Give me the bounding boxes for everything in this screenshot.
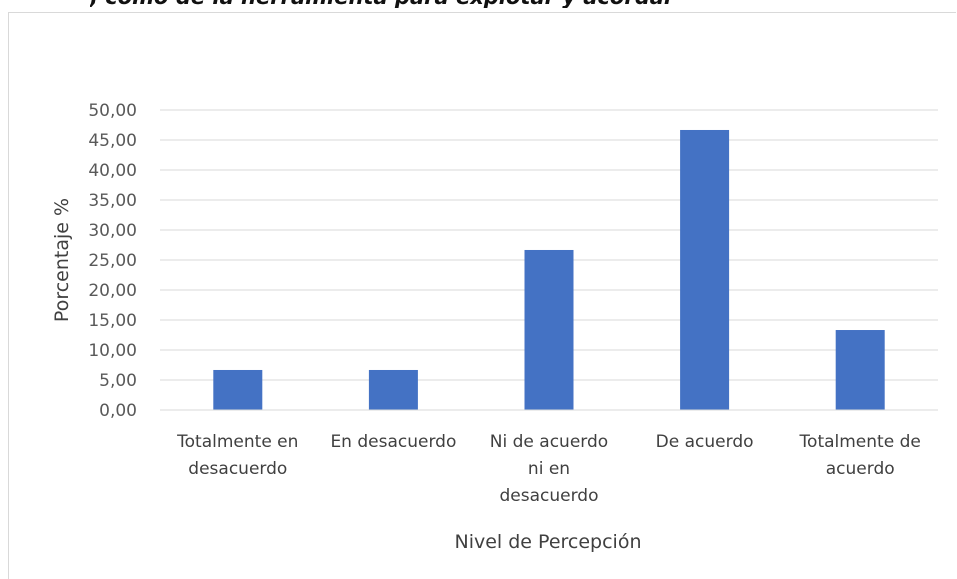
y-tick-labels: 0,00 5,00 10,00 15,00 20,00 25,00 30,00 35,00 40… xyxy=(88,101,137,421)
bar xyxy=(680,129,730,411)
y-axis-title: Porcentaje % xyxy=(51,198,73,322)
bar xyxy=(213,369,263,410)
x-category-label: En desacuerdo xyxy=(330,432,456,452)
y-tick-label: 15,00 xyxy=(88,311,137,331)
y-tick-label: 0,00 xyxy=(99,401,137,421)
y-tick-label: 45,00 xyxy=(88,131,137,151)
y-tick-label: 35,00 xyxy=(88,191,137,211)
y-tick-label: 30,00 xyxy=(88,221,137,241)
y-tick-label: 25,00 xyxy=(88,251,137,271)
bar xyxy=(835,330,885,410)
x-axis-title: Nivel de Percepción xyxy=(455,531,642,553)
chart-frame xyxy=(8,12,956,579)
bars xyxy=(213,129,885,411)
x-category-label: De acuerdo xyxy=(656,432,754,452)
y-tick-label: 20,00 xyxy=(88,281,137,301)
x-category-label: Totalmente de acuerdo xyxy=(799,432,921,479)
y-tick-label: 50,00 xyxy=(88,101,137,121)
x-category-label: Ni de acuerdo ni en desacuerdo xyxy=(490,432,608,506)
y-tick-label: 10,00 xyxy=(88,341,137,361)
clipped-caption-strip: , como de la herramienta para explotar y… xyxy=(90,0,670,8)
x-category-labels: Totalmente en desacuerdo En desacuerdo Ni d… xyxy=(176,432,921,506)
clipped-caption-text: , como de la herramienta para explotar y… xyxy=(90,0,670,8)
x-category-label: Totalmente en desacuerdo xyxy=(176,432,298,479)
bar xyxy=(368,369,418,410)
y-tick-label: 5,00 xyxy=(99,371,137,391)
bar xyxy=(524,249,574,410)
y-tick-label: 40,00 xyxy=(88,161,137,181)
